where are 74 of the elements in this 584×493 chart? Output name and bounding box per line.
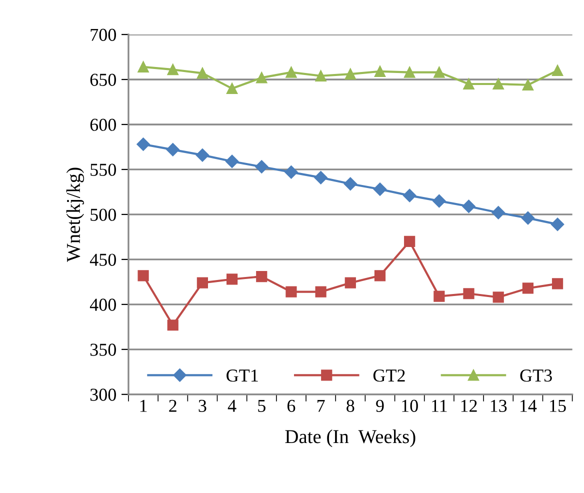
x-tick-label: 14: [520, 400, 537, 412]
x-tick-label: 13: [490, 400, 507, 412]
point: [492, 78, 504, 90]
x-tick-label: 5: [258, 400, 266, 412]
point: [286, 286, 297, 298]
point: [550, 218, 564, 231]
point: [344, 68, 356, 80]
point: [256, 72, 268, 84]
point: [492, 292, 504, 303]
point: [402, 188, 416, 202]
point: [138, 270, 149, 282]
point: [226, 274, 238, 285]
point: [463, 288, 474, 300]
point: [315, 70, 326, 82]
legend-label: GT3: [520, 370, 552, 382]
point: [284, 166, 298, 179]
x-tick-label: 9: [376, 400, 384, 412]
point: [167, 320, 178, 331]
x-tick-label: 1: [140, 400, 147, 412]
y-tick-label: 650: [90, 74, 116, 86]
y-tick-label: 350: [90, 344, 116, 356]
point: [314, 170, 328, 184]
point: [552, 64, 564, 76]
point: [434, 66, 445, 78]
point: [196, 68, 208, 79]
point: [404, 66, 416, 78]
point: [344, 277, 356, 288]
point: [522, 282, 534, 294]
x-tick-label: 3: [198, 400, 206, 412]
y-tick-label: 400: [90, 298, 116, 311]
point: [463, 78, 474, 90]
legend-label: GT1: [226, 370, 258, 382]
x-axis-title: Date (In Weeks): [285, 430, 416, 448]
point: [492, 206, 505, 220]
y-tick-label: 550: [90, 164, 116, 176]
x-tick-label: 2: [169, 400, 176, 412]
x-tick-label: 6: [287, 400, 296, 412]
point: [315, 286, 326, 298]
x-tick-label: 10: [402, 400, 418, 412]
point: [373, 182, 387, 196]
point: [225, 154, 239, 168]
x-tick-label: 4: [228, 400, 236, 412]
x-tick-label: 8: [346, 400, 354, 412]
point: [521, 211, 535, 225]
point: [166, 143, 180, 156]
point: [462, 200, 476, 213]
point: [552, 278, 564, 290]
point: [226, 82, 238, 94]
y-tick-label: 300: [90, 388, 116, 401]
y-axis-title: Wnet(kj/kg): [66, 168, 84, 262]
point: [374, 270, 386, 282]
x-tick-label: 7: [317, 400, 325, 412]
point: [432, 194, 446, 208]
point: [255, 160, 268, 174]
y-tick-label: 700: [90, 28, 116, 41]
point: [167, 64, 178, 76]
point: [434, 290, 445, 302]
point: [138, 61, 149, 72]
point: [136, 138, 150, 151]
point: [374, 66, 386, 77]
point: [404, 236, 416, 248]
y-tick-label: 500: [90, 208, 116, 221]
point: [522, 79, 534, 90]
legend-label: GT2: [373, 370, 405, 382]
y-tick-label: 450: [90, 254, 116, 266]
x-tick-label: 15: [550, 400, 566, 412]
x-tick-label: 11: [432, 400, 447, 412]
y-tick-label: 600: [90, 118, 116, 131]
point: [256, 270, 268, 282]
point: [286, 66, 297, 78]
point: [196, 277, 208, 288]
point: [196, 148, 210, 162]
point: [344, 177, 357, 190]
x-tick-label: 12: [461, 400, 477, 412]
